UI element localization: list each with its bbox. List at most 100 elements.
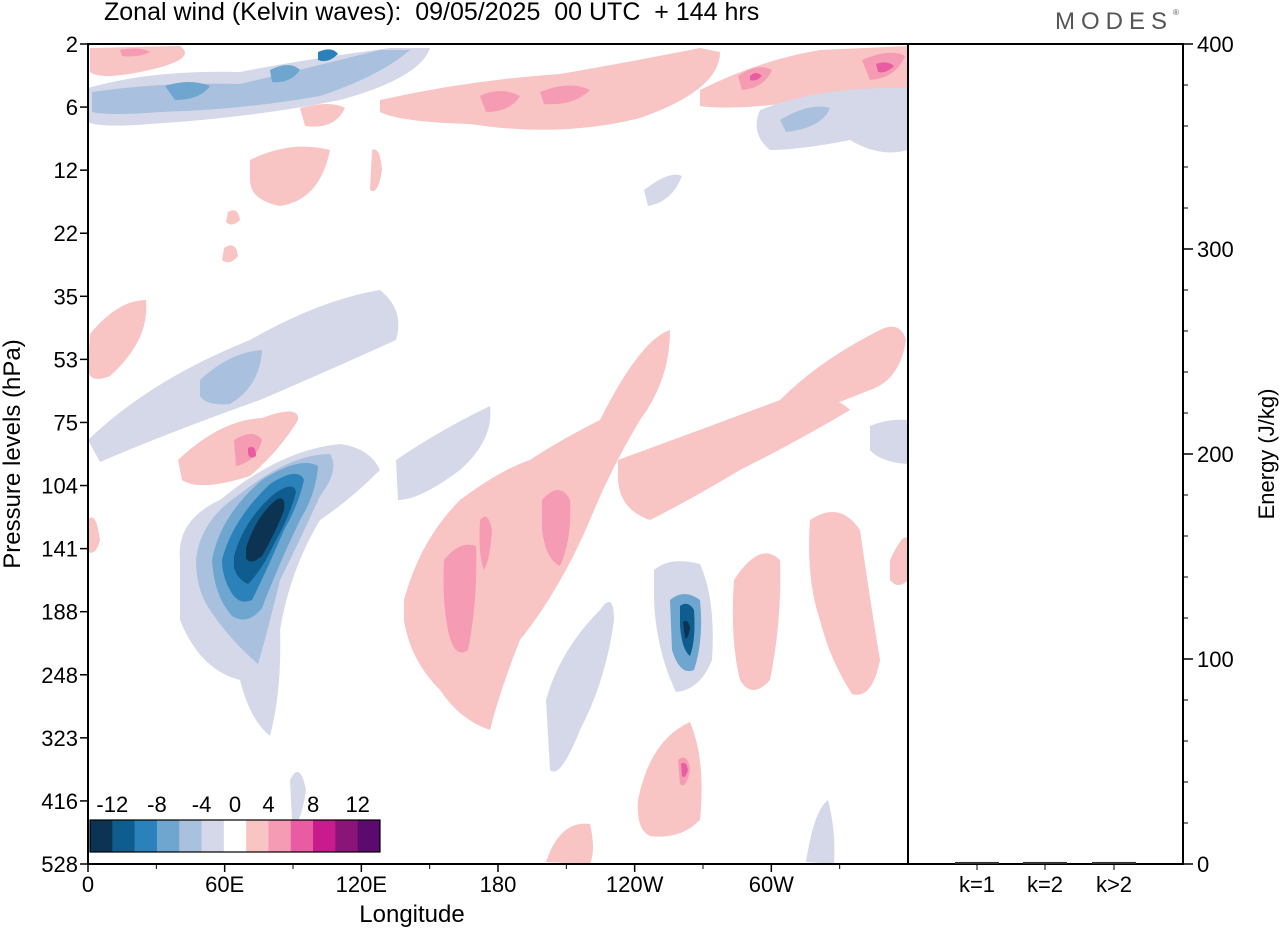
y-tick-label: 53 [54, 347, 78, 372]
contour-region [226, 210, 240, 225]
chart-title: Zonal wind (Kelvin waves): 09/05/2025 00… [104, 0, 760, 26]
energy-category-label: k=1 [959, 872, 995, 897]
y-tick-label: 323 [41, 726, 78, 751]
colorbar-label: 0 [229, 792, 241, 817]
energy-tick-label: 0 [1197, 852, 1209, 877]
colorbar-label: -12 [96, 792, 128, 817]
y-tick-label: 248 [41, 663, 78, 688]
y-tick-label: 416 [41, 789, 78, 814]
contour-region [88, 517, 100, 553]
contour-region [870, 419, 908, 464]
energy-panel: 0 100 200 300 400 Energy (J/kg) k=1 k=2 k>2 [907, 32, 1279, 897]
contour-group [88, 46, 908, 864]
colorbar-swatch [246, 820, 269, 852]
colorbar-swatch [90, 820, 113, 852]
colorbar-swatch [268, 820, 292, 852]
colorbar-swatch [179, 820, 203, 852]
x-tick-label: 60W [749, 872, 794, 897]
contour-region [890, 537, 908, 585]
contour-region [246, 498, 285, 562]
energy-category-label: k=2 [1027, 872, 1063, 897]
colorbar-swatch [156, 820, 180, 852]
y-tick-label: 2 [66, 32, 78, 57]
energy-bar [1023, 861, 1067, 864]
colorbar-swatch [290, 820, 314, 852]
y-axis-label: Pressure levels (hPa) [0, 339, 26, 568]
x-tick-label: 120E [336, 872, 387, 897]
brand-logo: MODES® [1055, 8, 1179, 35]
contour-region [480, 91, 520, 112]
y-tick-label: 12 [54, 158, 78, 183]
colorbar-border [89, 819, 381, 853]
contour-region [637, 722, 702, 837]
y-tick-label: 22 [54, 221, 78, 246]
contour-region [681, 762, 688, 778]
contour-region [806, 800, 835, 864]
contour-region [809, 512, 880, 695]
colorbar-swatch [112, 820, 136, 852]
colorbar-swatch [335, 820, 359, 852]
y-tick-label: 528 [41, 852, 78, 877]
y-tick-label: 6 [66, 95, 78, 120]
contour-region [443, 544, 477, 653]
contour-region [750, 73, 762, 81]
contour-region [644, 174, 682, 206]
y-tick-label: 35 [54, 284, 78, 309]
contour-region [200, 350, 262, 405]
contour-region [270, 65, 300, 83]
y-tick-label: 188 [41, 600, 78, 625]
colorbar-label: 4 [262, 792, 274, 817]
y-tick-label: 104 [41, 474, 78, 499]
contour-region [250, 146, 330, 206]
contour-region [222, 245, 238, 263]
contour-region [92, 50, 410, 114]
contour-region [248, 447, 256, 458]
contour-region [165, 82, 210, 100]
contour-region [542, 490, 571, 566]
y-tick-label: 75 [54, 410, 78, 435]
energy-tick-label: 200 [1197, 442, 1234, 467]
colorbar-label: -4 [192, 792, 212, 817]
energy-axis-label: Energy (J/kg) [1254, 389, 1279, 520]
contour-region [318, 49, 338, 62]
contour-region [120, 48, 150, 57]
x-tick-label: 180 [480, 872, 517, 897]
contour-region [540, 85, 590, 105]
contour-region [404, 330, 670, 730]
contour-region [90, 46, 185, 76]
energy-category-label: k>2 [1096, 872, 1132, 897]
contour-region [732, 553, 781, 690]
colorbar-swatch [223, 820, 247, 852]
contour-region [479, 516, 492, 570]
contour-region [683, 620, 690, 639]
contour-region [290, 772, 306, 822]
colorbar-swatch [134, 820, 158, 852]
energy-tick-label: 300 [1197, 237, 1234, 262]
energy-bar [955, 861, 999, 864]
contour-region [876, 62, 894, 73]
colorbar-swatch [357, 820, 381, 852]
energy-bar [1092, 861, 1136, 864]
colorbar: -12 -8 -4 0 4 8 12 [89, 792, 381, 853]
y-tick-label: 141 [41, 537, 78, 562]
energy-tick-label: 100 [1197, 647, 1234, 672]
energy-tick-label: 400 [1197, 32, 1234, 57]
contour-region [780, 326, 906, 420]
contour-region [618, 396, 850, 520]
contour-region [88, 300, 147, 379]
contour-field [88, 46, 908, 864]
contour-region [546, 823, 593, 864]
x-axis-label: Longitude [359, 901, 464, 928]
contour-region [546, 602, 614, 772]
colorbar-swatch [313, 820, 336, 852]
contour-region [756, 87, 908, 153]
contour-region [396, 406, 491, 500]
energy-panel-border [907, 43, 1184, 865]
x-tick-label: 120W [606, 872, 664, 897]
x-tick-label: 0 [82, 872, 94, 897]
contour-region [780, 106, 830, 132]
colorbar-label: 12 [345, 792, 369, 817]
